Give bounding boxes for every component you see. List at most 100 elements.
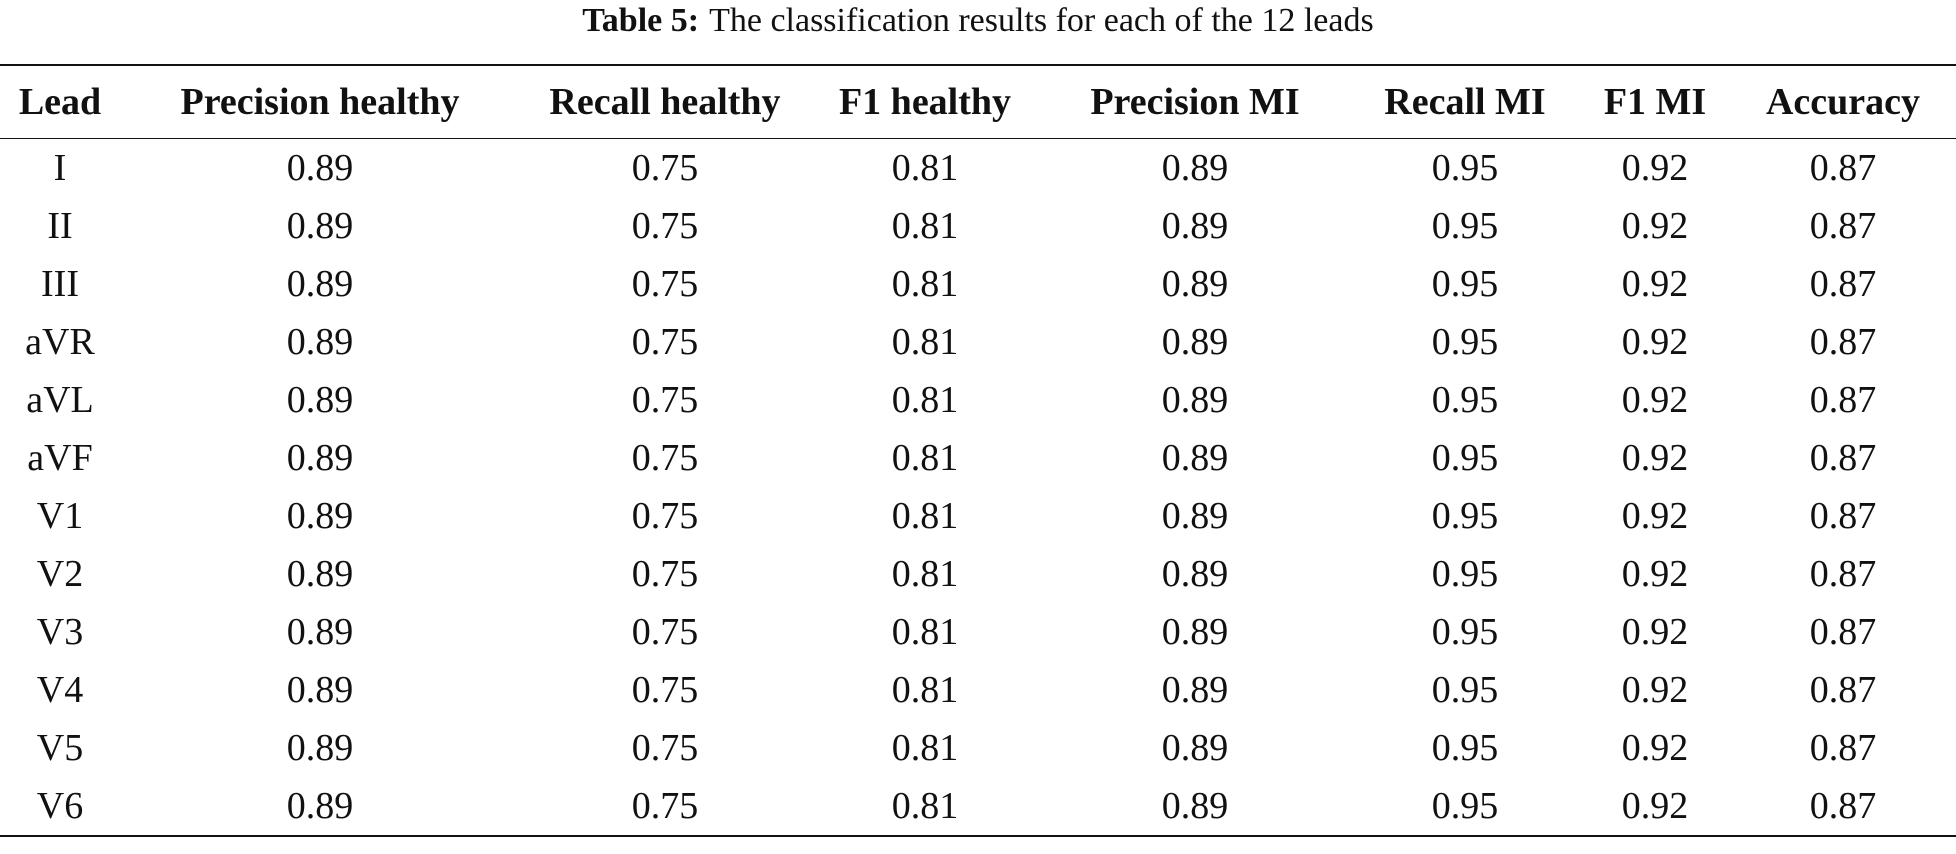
table-row: aVF 0.89 0.75 0.81 0.89 0.95 0.92 0.87: [0, 429, 1956, 487]
cell-precision-healthy: 0.89: [286, 611, 354, 653]
cell-recall-healthy: 0.75: [631, 785, 699, 827]
cell-lead: aVR: [25, 321, 95, 363]
cell-precision-healthy: 0.89: [286, 669, 354, 711]
cell-recall-healthy: 0.75: [631, 379, 699, 421]
cell-f1-healthy: 0.81: [891, 669, 959, 711]
cell-recall-mi: 0.95: [1431, 147, 1499, 189]
cell-f1-healthy: 0.81: [891, 727, 959, 769]
cell-precision-healthy: 0.89: [286, 495, 354, 537]
cell-precision-healthy: 0.89: [286, 437, 354, 479]
table-row: III 0.89 0.75 0.81 0.89 0.95 0.92 0.87: [0, 255, 1956, 313]
cell-precision-healthy: 0.89: [286, 785, 354, 827]
column-header-precision-mi: Precision MI: [1040, 66, 1350, 139]
cell-precision-mi: 0.89: [1161, 321, 1229, 363]
column-header-f1-healthy: F1 healthy: [810, 66, 1040, 139]
cell-f1-mi: 0.92: [1621, 321, 1689, 363]
cell-recall-healthy: 0.75: [631, 553, 699, 595]
cell-recall-mi: 0.95: [1431, 437, 1499, 479]
cell-f1-healthy: 0.81: [891, 379, 959, 421]
cell-accuracy: 0.87: [1809, 321, 1877, 363]
results-table-container: Lead Precision healthy Recall healthy F1…: [0, 64, 1956, 837]
cell-f1-mi: 0.92: [1621, 205, 1689, 247]
table-row: V4 0.89 0.75 0.81 0.89 0.95 0.92 0.87: [0, 661, 1956, 719]
column-header-recall-healthy: Recall healthy: [520, 66, 810, 139]
cell-accuracy: 0.87: [1809, 437, 1877, 479]
table-row: I 0.89 0.75 0.81 0.89 0.95 0.92 0.87: [0, 139, 1956, 198]
cell-f1-mi: 0.92: [1621, 669, 1689, 711]
cell-lead: II: [47, 205, 73, 247]
cell-f1-mi: 0.92: [1621, 495, 1689, 537]
column-header-accuracy: Accuracy: [1730, 66, 1956, 139]
cell-f1-healthy: 0.81: [891, 263, 959, 305]
cell-precision-mi: 0.89: [1161, 553, 1229, 595]
cell-accuracy: 0.87: [1809, 785, 1877, 827]
cell-f1-mi: 0.92: [1621, 553, 1689, 595]
cell-lead: V3: [36, 611, 84, 653]
cell-f1-healthy: 0.81: [891, 321, 959, 363]
cell-precision-mi: 0.89: [1161, 669, 1229, 711]
cell-recall-healthy: 0.75: [631, 495, 699, 537]
cell-recall-healthy: 0.75: [631, 727, 699, 769]
cell-precision-healthy: 0.89: [286, 727, 354, 769]
cell-precision-mi: 0.89: [1161, 495, 1229, 537]
cell-recall-healthy: 0.75: [631, 611, 699, 653]
cell-recall-mi: 0.95: [1431, 379, 1499, 421]
cell-f1-healthy: 0.81: [891, 437, 959, 479]
cell-f1-healthy: 0.81: [891, 611, 959, 653]
table-header-row: Lead Precision healthy Recall healthy F1…: [0, 66, 1956, 139]
cell-accuracy: 0.87: [1809, 727, 1877, 769]
cell-accuracy: 0.87: [1809, 553, 1877, 595]
cell-precision-healthy: 0.89: [286, 553, 354, 595]
column-header-f1-mi: F1 MI: [1580, 66, 1730, 139]
table-row: V1 0.89 0.75 0.81 0.89 0.95 0.92 0.87: [0, 487, 1956, 545]
cell-recall-healthy: 0.75: [631, 437, 699, 479]
cell-precision-mi: 0.89: [1161, 263, 1229, 305]
cell-lead: V2: [36, 553, 84, 595]
cell-lead: aVF: [27, 437, 93, 479]
cell-precision-mi: 0.89: [1161, 205, 1229, 247]
table-row: V3 0.89 0.75 0.81 0.89 0.95 0.92 0.87: [0, 603, 1956, 661]
cell-recall-healthy: 0.75: [631, 205, 699, 247]
cell-f1-mi: 0.92: [1621, 437, 1689, 479]
cell-precision-mi: 0.89: [1161, 727, 1229, 769]
cell-f1-healthy: 0.81: [891, 495, 959, 537]
cell-lead: V1: [36, 495, 84, 537]
cell-precision-mi: 0.89: [1161, 611, 1229, 653]
cell-accuracy: 0.87: [1809, 669, 1877, 711]
table-row: V5 0.89 0.75 0.81 0.89 0.95 0.92 0.87: [0, 719, 1956, 777]
cell-f1-healthy: 0.81: [891, 205, 959, 247]
cell-lead: aVL: [26, 379, 94, 421]
cell-recall-healthy: 0.75: [631, 321, 699, 363]
column-header-recall-mi: Recall MI: [1350, 66, 1580, 139]
cell-precision-mi: 0.89: [1161, 147, 1229, 189]
results-table: Lead Precision healthy Recall healthy F1…: [0, 66, 1956, 835]
cell-accuracy: 0.87: [1809, 379, 1877, 421]
cell-lead: V6: [36, 785, 84, 827]
cell-recall-mi: 0.95: [1431, 205, 1499, 247]
column-header-lead: Lead: [0, 66, 120, 139]
cell-recall-mi: 0.95: [1431, 495, 1499, 537]
cell-precision-healthy: 0.89: [286, 321, 354, 363]
table-row: V2 0.89 0.75 0.81 0.89 0.95 0.92 0.87: [0, 545, 1956, 603]
cell-recall-mi: 0.95: [1431, 263, 1499, 305]
cell-precision-mi: 0.89: [1161, 379, 1229, 421]
cell-f1-mi: 0.92: [1621, 727, 1689, 769]
cell-accuracy: 0.87: [1809, 495, 1877, 537]
cell-f1-mi: 0.92: [1621, 785, 1689, 827]
cell-recall-mi: 0.95: [1431, 669, 1499, 711]
cell-accuracy: 0.87: [1809, 147, 1877, 189]
cell-lead: I: [53, 147, 67, 189]
table-row: V6 0.89 0.75 0.81 0.89 0.95 0.92 0.87: [0, 777, 1956, 835]
cell-lead: V5: [36, 727, 84, 769]
cell-recall-mi: 0.95: [1431, 785, 1499, 827]
table-caption-text: The classification results for each of t…: [709, 2, 1374, 39]
cell-precision-healthy: 0.89: [286, 147, 354, 189]
cell-f1-mi: 0.92: [1621, 263, 1689, 305]
table-row: aVL 0.89 0.75 0.81 0.89 0.95 0.92 0.87: [0, 371, 1956, 429]
cell-recall-mi: 0.95: [1431, 553, 1499, 595]
table-row: aVR 0.89 0.75 0.81 0.89 0.95 0.92 0.87: [0, 313, 1956, 371]
cell-accuracy: 0.87: [1809, 263, 1877, 305]
cell-f1-mi: 0.92: [1621, 379, 1689, 421]
cell-lead: III: [41, 263, 79, 305]
table-caption-label: Table 5:: [582, 2, 700, 39]
